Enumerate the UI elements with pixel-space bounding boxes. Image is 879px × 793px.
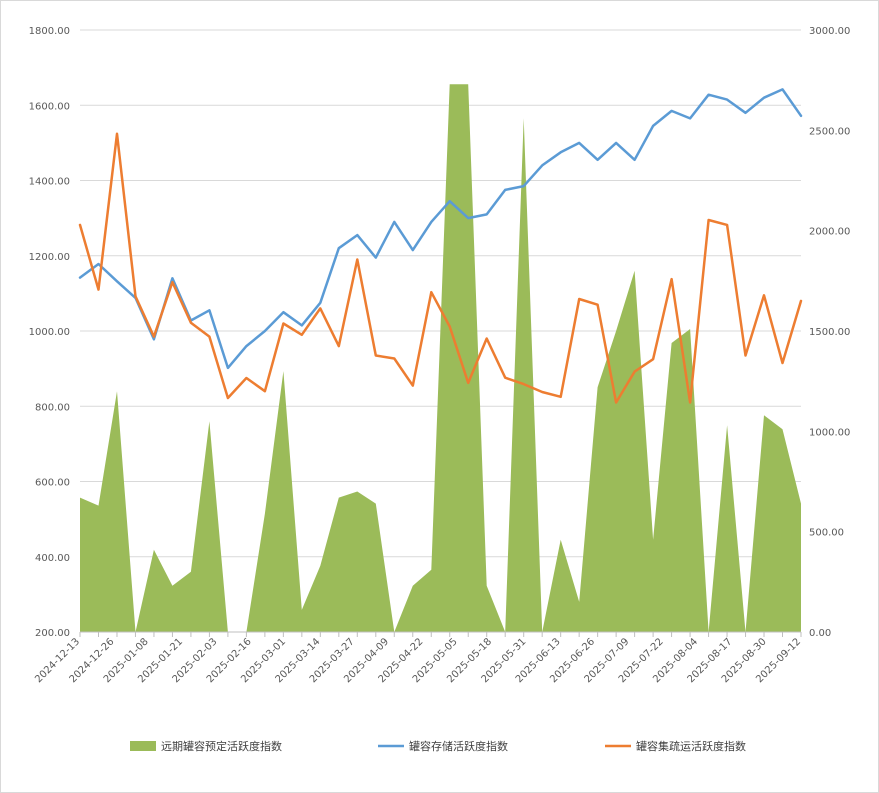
- legend-item: 远期罐容预定活跃度指数: [130, 739, 282, 753]
- y-left-tick-label: 1800.00: [29, 26, 70, 37]
- y-left-tick-label: 800.00: [35, 402, 70, 413]
- line-series-layer: [78, 88, 803, 404]
- y-right-tick-label: 2000.00: [809, 227, 850, 238]
- y-left-tick-label: 600.00: [35, 478, 70, 489]
- y-right-tick-label: 2500.00: [809, 126, 850, 137]
- y-left-tick-label: 1200.00: [29, 252, 70, 263]
- y-left-tick-label: 400.00: [35, 553, 70, 564]
- legend: 远期罐容预定活跃度指数 罐容存储活跃度指数 罐容集疏运活跃度指数: [130, 739, 746, 753]
- y-right-tick-label: 1000.00: [809, 427, 850, 438]
- legend-item: 罐容存储活跃度指数: [378, 739, 508, 753]
- legend-swatch: [130, 741, 156, 751]
- y-right-tick-label: 0.00: [809, 628, 831, 639]
- y-right-tick-label: 500.00: [809, 528, 844, 539]
- legend-item: 罐容集疏运活跃度指数: [605, 739, 746, 753]
- y-left-tick-label: 1600.00: [29, 101, 70, 112]
- legend-label: 远期罐容预定活跃度指数: [161, 739, 282, 753]
- y-left-tick-label: 1000.00: [29, 327, 70, 338]
- y-left-tick-label: 200.00: [35, 628, 70, 639]
- line-series-storage: [78, 88, 803, 370]
- y-right-tick-label: 3000.00: [809, 26, 850, 37]
- y-left-tick-label: 1400.00: [29, 177, 70, 188]
- legend-label: 罐容集疏运活跃度指数: [636, 739, 746, 753]
- area-series-forward-booking: [80, 84, 801, 632]
- area-series-layer: [80, 84, 801, 632]
- y-right-tick-label: 1500.00: [809, 327, 850, 338]
- legend-label: 罐容存储活跃度指数: [409, 739, 508, 753]
- line-series-logistics: [78, 132, 803, 404]
